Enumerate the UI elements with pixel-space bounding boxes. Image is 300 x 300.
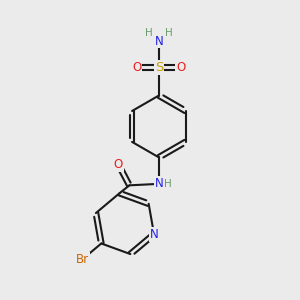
Text: S: S bbox=[154, 61, 163, 74]
Text: N: N bbox=[154, 177, 163, 190]
Text: H: H bbox=[165, 28, 173, 38]
Text: O: O bbox=[176, 61, 185, 74]
Text: O: O bbox=[114, 158, 123, 171]
Text: N: N bbox=[150, 228, 158, 241]
Text: N: N bbox=[154, 34, 163, 48]
Text: H: H bbox=[145, 28, 152, 38]
Text: Br: Br bbox=[76, 253, 89, 266]
Text: O: O bbox=[132, 61, 141, 74]
Text: H: H bbox=[164, 179, 172, 189]
